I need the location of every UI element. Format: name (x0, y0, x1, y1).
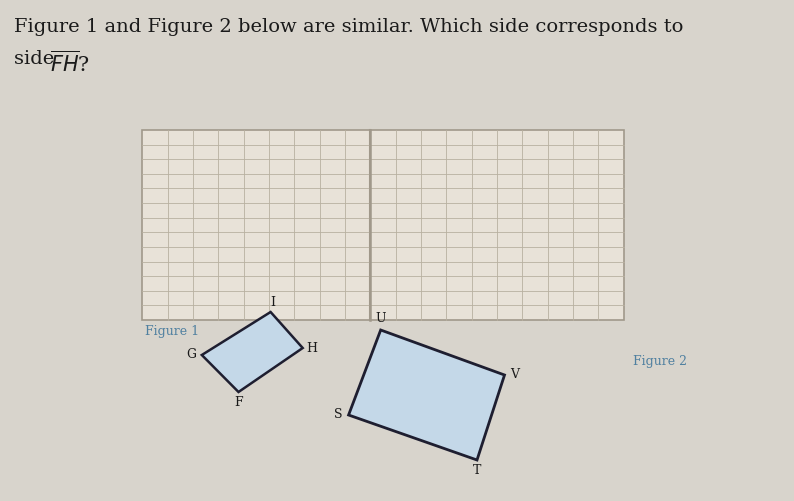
Text: V: V (510, 369, 519, 381)
Text: I: I (270, 296, 275, 309)
Bar (142, 130, 624, 320)
Text: F: F (234, 395, 243, 408)
Text: U: U (376, 313, 386, 326)
Text: side: side (13, 50, 60, 68)
Polygon shape (202, 312, 303, 392)
Text: Figure 1: Figure 1 (145, 325, 199, 338)
Text: S: S (334, 408, 343, 421)
Text: $\mathit{\overline{FH}}$?: $\mathit{\overline{FH}}$? (51, 50, 91, 76)
Polygon shape (349, 330, 504, 460)
Text: Figure 1 and Figure 2 below are similar. Which side corresponds to: Figure 1 and Figure 2 below are similar.… (13, 18, 683, 36)
Text: Figure 2: Figure 2 (633, 356, 687, 369)
Text: G: G (186, 349, 196, 362)
Text: T: T (472, 464, 481, 477)
Text: H: H (306, 342, 318, 355)
